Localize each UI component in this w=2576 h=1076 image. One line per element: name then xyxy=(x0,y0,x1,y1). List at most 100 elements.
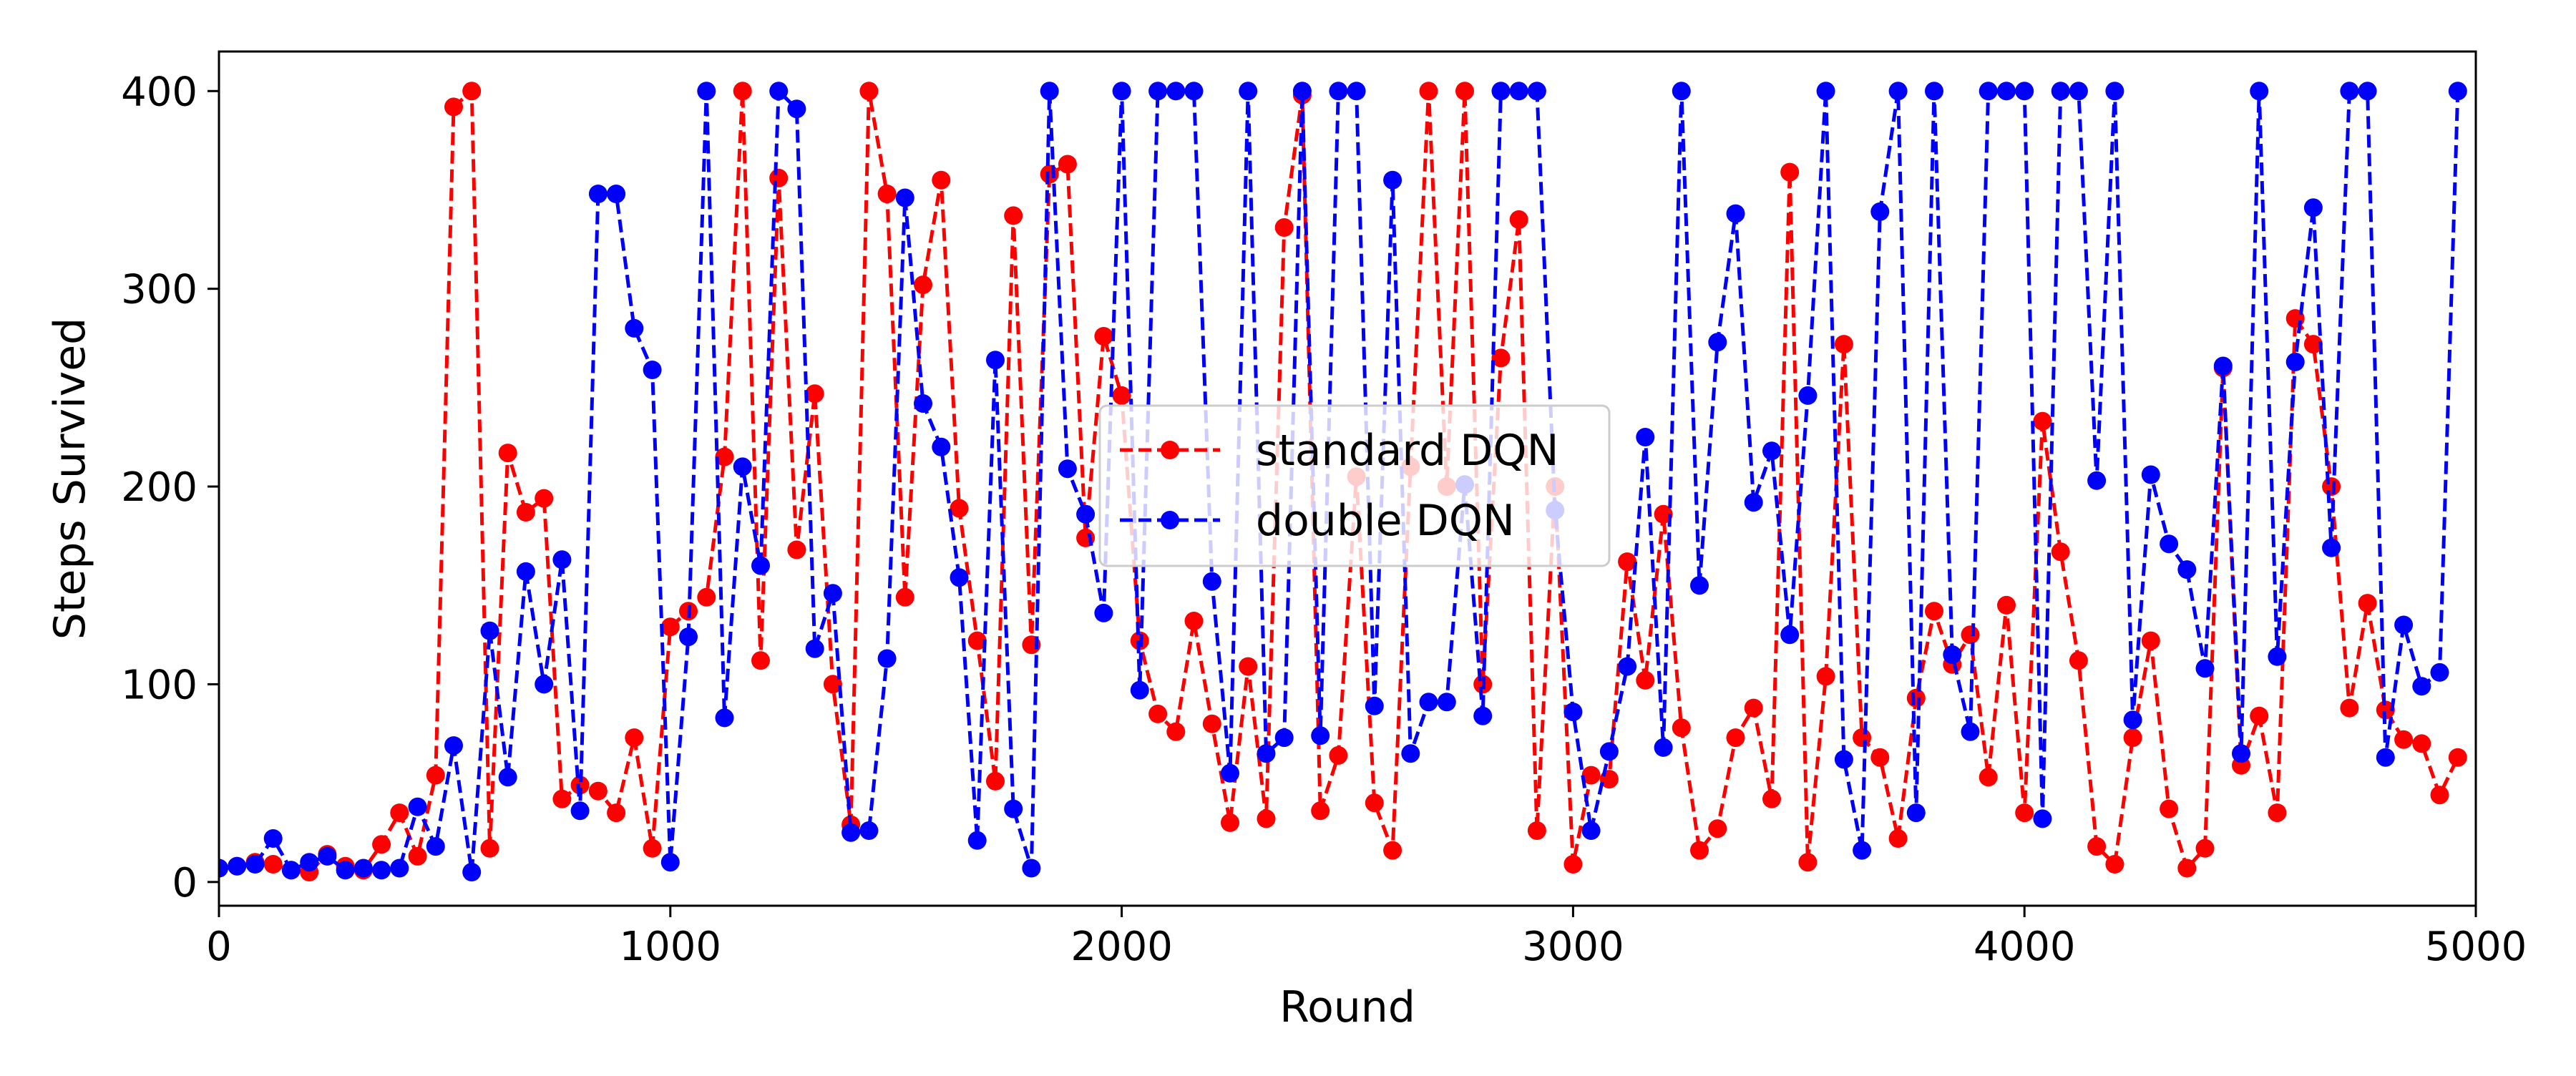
data-point-double-dqn xyxy=(372,861,391,880)
data-point-standard-dqn xyxy=(1509,210,1528,229)
data-point-standard-dqn xyxy=(1618,552,1637,572)
data-point-double-dqn xyxy=(535,675,554,694)
data-point-double-dqn xyxy=(1744,493,1763,512)
data-point-standard-dqn xyxy=(1744,698,1763,718)
data-point-standard-dqn xyxy=(1853,728,1872,748)
data-point-double-dqn xyxy=(2033,809,2052,828)
data-point-double-dqn xyxy=(336,861,355,880)
data-point-double-dqn xyxy=(2412,677,2431,696)
data-point-double-dqn xyxy=(2376,748,2395,767)
data-point-double-dqn xyxy=(2195,659,2215,678)
data-point-double-dqn xyxy=(1292,82,1312,101)
data-point-double-dqn xyxy=(932,437,951,456)
data-point-double-dqn xyxy=(1563,703,1583,722)
data-point-double-dqn xyxy=(1491,82,1511,101)
data-point-standard-dqn xyxy=(1239,657,1258,676)
data-point-double-dqn xyxy=(769,82,789,101)
data-point-double-dqn xyxy=(733,457,752,476)
data-point-double-dqn xyxy=(2015,82,2034,101)
data-point-double-dqn xyxy=(1780,625,1800,645)
data-point-double-dqn xyxy=(2177,560,2197,579)
data-point-standard-dqn xyxy=(2015,803,2034,823)
data-point-standard-dqn xyxy=(1491,348,1511,368)
data-point-double-dqn xyxy=(1527,82,1546,101)
data-point-standard-dqn xyxy=(2177,859,2197,878)
x-tick-label: 0 xyxy=(206,924,232,970)
data-point-standard-dqn xyxy=(390,803,409,823)
data-point-double-dqn xyxy=(625,318,644,338)
data-point-double-dqn xyxy=(1798,386,1818,405)
data-point-standard-dqn xyxy=(2123,728,2142,748)
data-point-double-dqn xyxy=(1257,744,1276,763)
data-point-double-dqn xyxy=(318,846,337,866)
data-point-standard-dqn xyxy=(372,835,391,854)
data-point-double-dqn xyxy=(1419,693,1438,712)
data-point-double-dqn xyxy=(426,837,445,856)
data-point-double-dqn xyxy=(516,562,535,581)
data-point-double-dqn xyxy=(2105,82,2124,101)
data-point-double-dqn xyxy=(1654,738,1673,757)
data-point-double-dqn xyxy=(1365,696,1384,715)
data-point-double-dqn xyxy=(895,188,914,207)
data-point-standard-dqn xyxy=(498,444,517,463)
data-point-double-dqn xyxy=(1058,459,1077,479)
data-point-standard-dqn xyxy=(1798,853,1818,872)
legend-label-standard-dqn: standard DQN xyxy=(1256,426,1559,476)
data-point-standard-dqn xyxy=(805,384,824,404)
data-point-double-dqn xyxy=(1221,763,1239,783)
data-point-double-dqn xyxy=(588,185,608,203)
data-point-double-dqn xyxy=(1943,645,1962,664)
data-point-standard-dqn xyxy=(625,728,644,748)
data-point-double-dqn xyxy=(1834,750,1853,769)
data-point-standard-dqn xyxy=(751,651,770,670)
data-point-standard-dqn xyxy=(1311,801,1330,821)
data-point-standard-dqn xyxy=(480,838,499,858)
data-point-standard-dqn xyxy=(2430,786,2449,805)
data-point-double-dqn xyxy=(1906,803,1926,823)
data-point-double-dqn xyxy=(1148,82,1168,101)
data-point-standard-dqn xyxy=(1708,819,1727,838)
data-point-standard-dqn xyxy=(1672,718,1691,738)
data-point-standard-dqn xyxy=(1762,789,1781,808)
data-point-double-dqn xyxy=(570,801,590,821)
data-point-standard-dqn xyxy=(733,82,752,101)
data-point-standard-dqn xyxy=(535,489,554,508)
data-point-double-dqn xyxy=(679,627,698,647)
data-point-standard-dqn xyxy=(516,503,535,522)
data-point-double-dqn xyxy=(2123,710,2142,730)
data-point-double-dqn xyxy=(1401,744,1420,763)
data-point-double-dqn xyxy=(1708,333,1727,352)
x-tick-label: 1000 xyxy=(620,924,722,970)
data-point-standard-dqn xyxy=(2303,335,2323,354)
data-point-double-dqn xyxy=(300,853,319,872)
data-point-double-dqn xyxy=(2358,82,2377,101)
data-point-standard-dqn xyxy=(1888,829,1908,848)
data-point-double-dqn xyxy=(950,568,969,587)
data-point-standard-dqn xyxy=(1690,841,1709,860)
data-point-double-dqn xyxy=(2448,82,2467,101)
data-point-standard-dqn xyxy=(1906,688,1926,708)
data-point-standard-dqn xyxy=(1112,386,1131,405)
data-point-standard-dqn xyxy=(877,185,897,203)
x-tick-label: 4000 xyxy=(1974,924,2076,970)
data-point-standard-dqn xyxy=(2160,799,2179,818)
data-point-standard-dqn xyxy=(1726,728,1745,748)
data-point-standard-dqn xyxy=(932,170,951,190)
data-point-double-dqn xyxy=(1473,706,1493,725)
data-point-double-dqn xyxy=(1636,428,1655,446)
data-point-standard-dqn xyxy=(2340,698,2359,718)
data-point-standard-dqn xyxy=(1563,855,1583,874)
data-point-double-dqn xyxy=(281,861,301,880)
data-point-double-dqn xyxy=(1004,799,1023,818)
data-point-double-dqn xyxy=(1112,82,1131,101)
data-point-standard-dqn xyxy=(1997,595,2016,615)
data-point-standard-dqn xyxy=(1925,602,1943,621)
data-point-standard-dqn xyxy=(2195,838,2215,858)
data-point-standard-dqn xyxy=(444,97,463,117)
data-point-double-dqn xyxy=(1853,841,1872,860)
data-point-double-dqn xyxy=(643,361,662,379)
data-point-double-dqn xyxy=(787,99,806,119)
data-point-standard-dqn xyxy=(1094,327,1113,346)
data-point-double-dqn xyxy=(498,768,517,787)
data-point-double-dqn xyxy=(1437,693,1456,712)
